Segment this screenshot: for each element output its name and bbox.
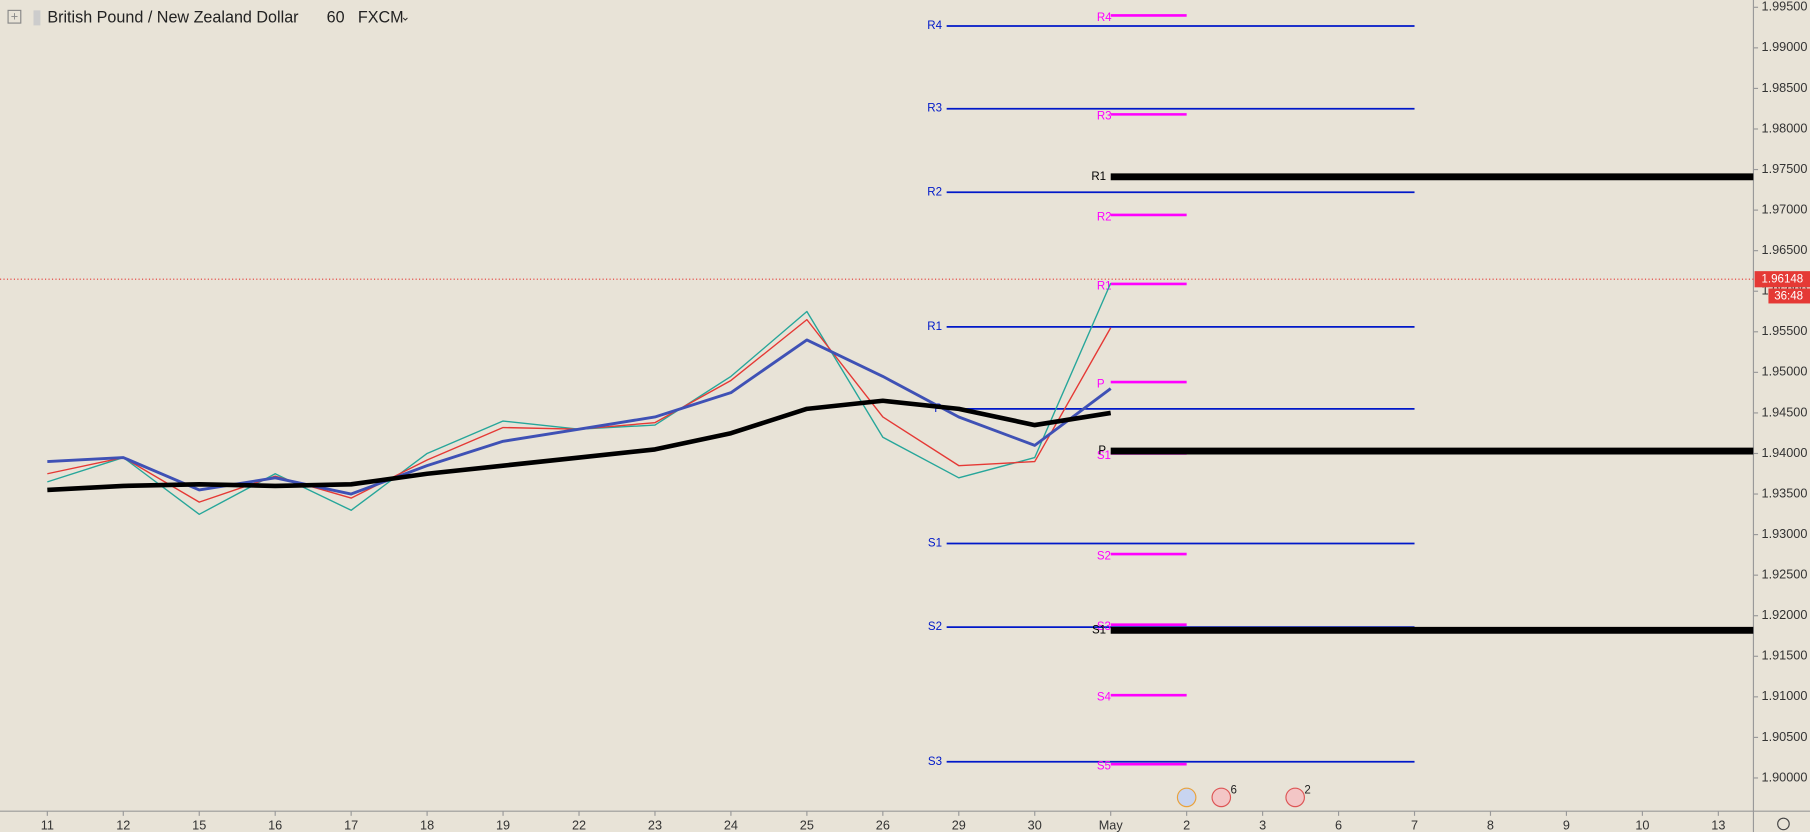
pivot-label: R4 <box>1097 12 1112 24</box>
pivot-label: S4 <box>1097 692 1112 704</box>
pivot-label: R1 <box>1091 171 1106 183</box>
current-price-label: 1.96148 <box>1762 273 1804 285</box>
y-tick-label: 1.99000 <box>1762 40 1808 54</box>
pivot-label: R3 <box>927 103 942 115</box>
y-tick-label: 1.94500 <box>1762 405 1808 419</box>
x-tick-label: 8 <box>1487 819 1494 832</box>
x-tick-label: 18 <box>420 819 434 832</box>
event-marker <box>1211 787 1232 808</box>
symbol-title[interactable]: British Pound / New Zealand Dollar <box>47 9 299 27</box>
current-price-box <box>1754 271 1810 288</box>
price-line <box>47 398 1112 493</box>
y-tick-label: 1.92000 <box>1762 608 1808 622</box>
event-count: 6 <box>1231 785 1237 797</box>
x-tick-label: 13 <box>1711 819 1725 832</box>
pivot-label: S2 <box>1097 550 1111 562</box>
add-symbol-button[interactable] <box>7 9 22 24</box>
y-tick-label: 1.98000 <box>1762 121 1808 135</box>
dropdown-caret[interactable]: ⌄ <box>401 11 411 23</box>
pivot-label: S2 <box>928 621 942 633</box>
x-tick-label: 26 <box>876 819 890 832</box>
pivot-label: S1 <box>1097 450 1111 462</box>
pivot-label: R2 <box>927 186 942 198</box>
pivot-label: S3 <box>1097 621 1111 633</box>
x-tick-label: 12 <box>116 819 130 832</box>
pivot-label: R1 <box>927 321 942 333</box>
settings-icon[interactable] <box>1777 817 1790 831</box>
pivot-label: R2 <box>1097 211 1112 223</box>
x-tick-label: 24 <box>724 819 738 832</box>
x-tick-label: 16 <box>268 819 282 832</box>
pivot-label: S1 <box>1092 624 1106 636</box>
x-tick-label: 22 <box>572 819 586 832</box>
x-tick-label: 2 <box>1183 819 1190 832</box>
x-tick-label: 17 <box>344 819 358 832</box>
x-tick-label: 6 <box>1335 819 1342 832</box>
y-tick-label: 1.90000 <box>1762 770 1808 784</box>
pivot-label: S5 <box>1097 761 1111 773</box>
y-tick-label: 1.97500 <box>1762 162 1808 176</box>
y-tick-label: 1.94000 <box>1762 446 1808 460</box>
y-tick-label: 1.95000 <box>1762 365 1808 379</box>
symbol-flag <box>33 10 41 26</box>
x-tick-label: 25 <box>800 819 814 832</box>
countdown-box <box>1768 288 1810 304</box>
x-tick-label: 19 <box>496 819 510 832</box>
y-tick-label: 1.90500 <box>1762 730 1808 744</box>
y-tick-label: 1.92500 <box>1762 568 1808 582</box>
event-count: 2 <box>1304 785 1310 797</box>
x-tick-label: 23 <box>648 819 662 832</box>
x-tick-label: 30 <box>1028 819 1042 832</box>
x-tick-label: 11 <box>41 819 54 832</box>
pivot-label: S1 <box>928 538 942 550</box>
pivot-label: P <box>1098 445 1106 457</box>
pivot-label: R1 <box>1097 280 1112 292</box>
pivot-label: R3 <box>1097 111 1112 123</box>
y-tick-label: 1.95500 <box>1762 324 1808 338</box>
pivot-label: P <box>1097 378 1105 390</box>
y-tick-label: 1.91000 <box>1762 689 1808 703</box>
x-tick-label: May <box>1099 819 1124 832</box>
y-tick-label: 1.97000 <box>1762 202 1808 216</box>
interval[interactable]: 60 <box>327 9 345 27</box>
event-marker <box>1176 787 1197 808</box>
event-marker <box>1285 787 1305 808</box>
y-tick-label: 1.98500 <box>1762 81 1808 95</box>
countdown: 36:48 <box>1774 291 1803 303</box>
pivot-label: S3 <box>928 756 942 768</box>
x-tick-label: 3 <box>1259 819 1266 832</box>
plus-icon: + <box>11 10 18 24</box>
y-tick-label: 1.99500 <box>1762 0 1808 14</box>
x-tick-label: 10 <box>1635 819 1649 832</box>
x-tick-label: 9 <box>1563 819 1570 832</box>
pivot-label: R4 <box>927 20 942 32</box>
y-tick-label: 1.93000 <box>1762 527 1808 541</box>
x-tick-label: 29 <box>952 819 966 832</box>
y-tick-label: 1.91500 <box>1762 649 1808 663</box>
x-tick-label: 15 <box>192 819 206 832</box>
x-tick-label: 7 <box>1411 819 1418 832</box>
source[interactable]: FXCM <box>358 9 404 27</box>
y-tick-label: 1.96500 <box>1762 243 1808 257</box>
y-tick-label: 1.93500 <box>1762 486 1808 500</box>
